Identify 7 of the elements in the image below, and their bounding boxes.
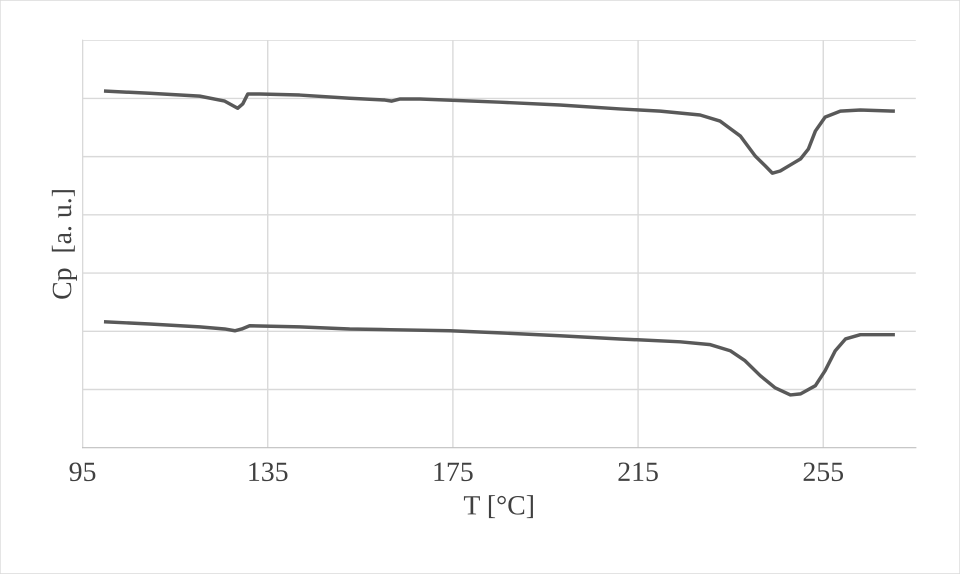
x-tick-label: 135 (249, 462, 288, 482)
x-tick-label: 255 (804, 462, 843, 482)
x-axis-title: T [°C] (464, 495, 533, 518)
y-axis-title: Cp [a. u.] (52, 190, 78, 299)
x-tick-label: 175 (434, 462, 473, 482)
x-tick-label: 215 (618, 462, 658, 482)
x-tick-label: 95 (70, 462, 96, 482)
